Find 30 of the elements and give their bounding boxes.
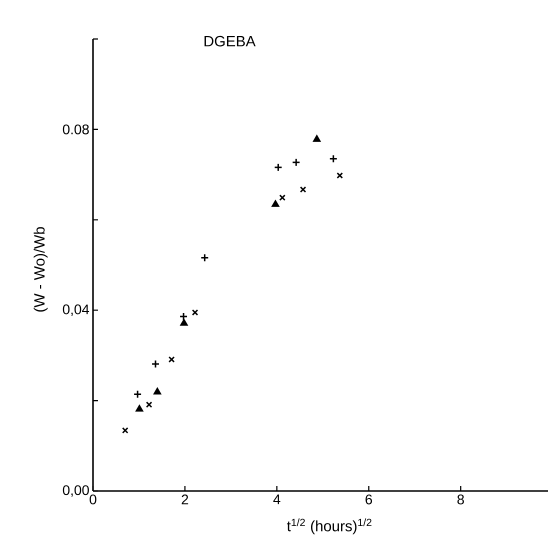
point bbox=[300, 186, 306, 193]
point bbox=[272, 200, 280, 207]
x-tick-label: 6 bbox=[366, 494, 372, 504]
point bbox=[179, 312, 188, 321]
x-tick-label: 8 bbox=[457, 494, 464, 504]
point bbox=[154, 388, 162, 395]
point bbox=[133, 390, 142, 399]
x-tick-label: 0 bbox=[90, 494, 96, 504]
point bbox=[180, 319, 188, 326]
y-tick-label: 0,00 bbox=[62, 485, 89, 497]
point bbox=[313, 135, 321, 142]
point bbox=[336, 172, 344, 179]
x-axis-title: t$^{1/2}$ (hours)$^{1/2}$ bbox=[286, 518, 372, 534]
y-tick-label: 0.08 bbox=[62, 124, 89, 134]
point bbox=[192, 309, 198, 316]
chart-title: DGEBA bbox=[204, 36, 256, 46]
point bbox=[151, 360, 160, 368]
x-tick-label: 4 bbox=[273, 494, 280, 504]
y-tick-label: 0,04 bbox=[62, 304, 90, 316]
point bbox=[122, 427, 128, 434]
point bbox=[136, 404, 144, 412]
y-axis-title: (W - Wo)/Wb bbox=[34, 227, 48, 312]
x-tick-label: 2 bbox=[182, 494, 188, 504]
point bbox=[329, 154, 338, 164]
point bbox=[279, 194, 286, 201]
point bbox=[146, 401, 152, 408]
point bbox=[274, 163, 282, 172]
point bbox=[168, 356, 175, 363]
point bbox=[292, 158, 300, 167]
point bbox=[200, 254, 209, 262]
